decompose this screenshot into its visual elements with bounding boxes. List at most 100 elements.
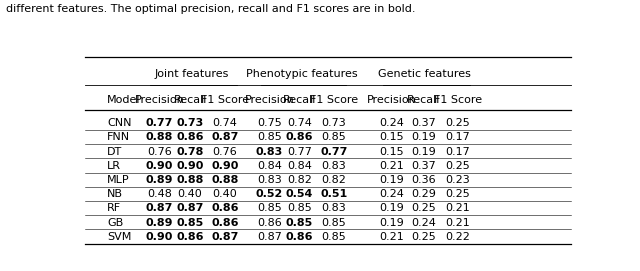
Text: 0.74: 0.74	[287, 118, 312, 128]
Text: 0.90: 0.90	[177, 161, 204, 171]
Text: 0.89: 0.89	[146, 218, 173, 228]
Text: 0.77: 0.77	[146, 118, 173, 128]
Text: 0.73: 0.73	[321, 118, 346, 128]
Text: FNN: FNN	[108, 133, 131, 143]
Text: 0.74: 0.74	[212, 118, 237, 128]
Text: 0.86: 0.86	[177, 133, 204, 143]
Text: 0.87: 0.87	[177, 204, 204, 214]
Text: 0.83: 0.83	[257, 175, 282, 185]
Text: 0.40: 0.40	[178, 189, 202, 199]
Text: 0.87: 0.87	[146, 204, 173, 214]
Text: 0.86: 0.86	[285, 133, 313, 143]
Text: Joint features: Joint features	[155, 69, 229, 79]
Text: 0.90: 0.90	[211, 161, 239, 171]
Text: 0.78: 0.78	[177, 147, 204, 157]
Text: 0.22: 0.22	[445, 232, 470, 242]
Text: 0.25: 0.25	[445, 161, 470, 171]
Text: 0.82: 0.82	[321, 175, 346, 185]
Text: 0.76: 0.76	[147, 147, 172, 157]
Text: 0.19: 0.19	[379, 175, 404, 185]
Text: Recall: Recall	[282, 95, 316, 105]
Text: RF: RF	[108, 204, 122, 214]
Text: GB: GB	[108, 218, 124, 228]
Text: 0.25: 0.25	[411, 232, 436, 242]
Text: Precision: Precision	[134, 95, 184, 105]
Text: MLP: MLP	[108, 175, 130, 185]
Text: DT: DT	[108, 147, 122, 157]
Text: 0.77: 0.77	[320, 147, 348, 157]
Text: 0.85: 0.85	[321, 218, 346, 228]
Text: Recall: Recall	[173, 95, 207, 105]
Text: 0.90: 0.90	[146, 232, 173, 242]
Text: NB: NB	[108, 189, 124, 199]
Text: F1 Score: F1 Score	[310, 95, 358, 105]
Text: 0.21: 0.21	[379, 232, 404, 242]
Text: 0.15: 0.15	[379, 147, 404, 157]
Text: 0.19: 0.19	[411, 147, 436, 157]
Text: 0.85: 0.85	[321, 133, 346, 143]
Text: Precision: Precision	[367, 95, 417, 105]
Text: 0.37: 0.37	[411, 161, 436, 171]
Text: 0.25: 0.25	[445, 118, 470, 128]
Text: 0.85: 0.85	[285, 218, 313, 228]
Text: 0.85: 0.85	[177, 218, 204, 228]
Text: 0.21: 0.21	[445, 204, 470, 214]
Text: Phenotypic features: Phenotypic features	[246, 69, 358, 79]
Text: 0.24: 0.24	[379, 118, 404, 128]
Text: 0.36: 0.36	[411, 175, 436, 185]
Text: 0.54: 0.54	[285, 189, 313, 199]
Text: 0.75: 0.75	[257, 118, 282, 128]
Text: F1 Score: F1 Score	[201, 95, 249, 105]
Text: F1 Score: F1 Score	[434, 95, 482, 105]
Text: 0.73: 0.73	[177, 118, 204, 128]
Text: 0.86: 0.86	[285, 232, 313, 242]
Text: Model: Model	[108, 95, 141, 105]
Text: 0.83: 0.83	[321, 204, 346, 214]
Text: 0.19: 0.19	[379, 204, 404, 214]
Text: Genetic features: Genetic features	[378, 69, 471, 79]
Text: Precision: Precision	[244, 95, 294, 105]
Text: 0.17: 0.17	[445, 147, 470, 157]
Text: CNN: CNN	[108, 118, 132, 128]
Text: 0.90: 0.90	[146, 161, 173, 171]
Text: 0.23: 0.23	[445, 175, 470, 185]
Text: 0.84: 0.84	[257, 161, 282, 171]
Text: 0.83: 0.83	[256, 147, 283, 157]
Text: 0.77: 0.77	[287, 147, 312, 157]
Text: 0.87: 0.87	[211, 133, 239, 143]
Text: 0.25: 0.25	[445, 189, 470, 199]
Text: 0.29: 0.29	[411, 189, 436, 199]
Text: 0.88: 0.88	[211, 175, 239, 185]
Text: 0.87: 0.87	[211, 232, 239, 242]
Text: 0.24: 0.24	[411, 218, 436, 228]
Text: 0.89: 0.89	[146, 175, 173, 185]
Text: 0.17: 0.17	[445, 133, 470, 143]
Text: 0.40: 0.40	[212, 189, 237, 199]
Text: 0.85: 0.85	[321, 232, 346, 242]
Text: 0.21: 0.21	[379, 161, 404, 171]
Text: 0.85: 0.85	[257, 133, 282, 143]
Text: 0.25: 0.25	[411, 204, 436, 214]
Text: 0.19: 0.19	[379, 218, 404, 228]
Text: 0.88: 0.88	[177, 175, 204, 185]
Text: LR: LR	[108, 161, 122, 171]
Text: 0.87: 0.87	[257, 232, 282, 242]
Text: 0.85: 0.85	[257, 204, 282, 214]
Text: 0.82: 0.82	[287, 175, 312, 185]
Text: 0.86: 0.86	[211, 204, 239, 214]
Text: 0.52: 0.52	[256, 189, 283, 199]
Text: 0.84: 0.84	[287, 161, 312, 171]
Text: 0.85: 0.85	[287, 204, 312, 214]
Text: 0.48: 0.48	[147, 189, 172, 199]
Text: 0.86: 0.86	[177, 232, 204, 242]
Text: SVM: SVM	[108, 232, 132, 242]
Text: 0.88: 0.88	[146, 133, 173, 143]
Text: 0.86: 0.86	[211, 218, 239, 228]
Text: 0.83: 0.83	[321, 161, 346, 171]
Text: 0.37: 0.37	[411, 118, 436, 128]
Text: 0.51: 0.51	[321, 189, 348, 199]
Text: Recall: Recall	[406, 95, 440, 105]
Text: 0.76: 0.76	[212, 147, 237, 157]
Text: different features. The optimal precision, recall and F1 scores are in bold.: different features. The optimal precisio…	[6, 4, 416, 14]
Text: 0.21: 0.21	[445, 218, 470, 228]
